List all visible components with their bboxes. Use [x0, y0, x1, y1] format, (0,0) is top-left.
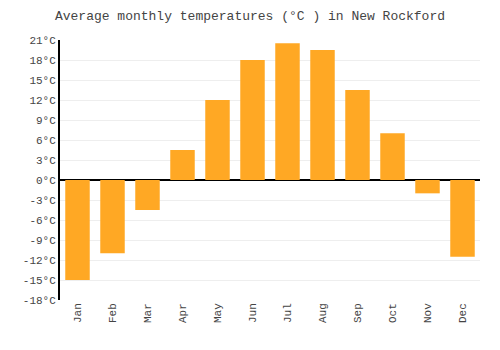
- svg-text:Jun: Jun: [247, 303, 259, 323]
- svg-text:Jul: Jul: [282, 303, 294, 323]
- svg-text:18°C: 18°C: [29, 55, 56, 67]
- svg-text:-18°C: -18°C: [23, 295, 56, 307]
- svg-text:Aug: Aug: [317, 303, 329, 323]
- svg-text:12°C: 12°C: [29, 95, 56, 107]
- svg-text:0°C: 0°C: [36, 175, 56, 187]
- svg-text:9°C: 9°C: [36, 115, 56, 127]
- svg-text:Oct: Oct: [387, 303, 399, 323]
- svg-text:-15°C: -15°C: [23, 275, 56, 287]
- svg-text:Dec: Dec: [457, 303, 469, 323]
- svg-text:-12°C: -12°C: [23, 255, 56, 267]
- svg-text:Sep: Sep: [352, 303, 364, 323]
- svg-text:6°C: 6°C: [36, 135, 56, 147]
- svg-text:15°C: 15°C: [29, 75, 56, 87]
- svg-text:Mar: Mar: [142, 303, 154, 323]
- svg-text:-9°C: -9°C: [29, 235, 56, 247]
- svg-text:Feb: Feb: [107, 303, 119, 323]
- svg-text:Jan: Jan: [72, 303, 84, 323]
- svg-text:May: May: [212, 303, 224, 323]
- svg-text:Apr: Apr: [177, 303, 189, 323]
- svg-text:Average monthly temperatures (: Average monthly temperatures (°C ) in Ne…: [55, 9, 445, 24]
- svg-text:-6°C: -6°C: [29, 215, 56, 227]
- svg-text:3°C: 3°C: [36, 155, 56, 167]
- svg-text:21°C: 21°C: [29, 35, 56, 47]
- svg-text:-3°C: -3°C: [29, 195, 56, 207]
- svg-text:Nov: Nov: [422, 303, 434, 323]
